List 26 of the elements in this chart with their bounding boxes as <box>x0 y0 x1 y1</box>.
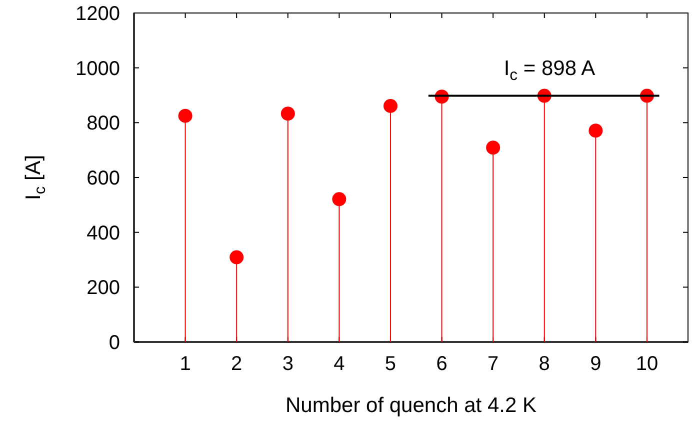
point <box>383 98 398 113</box>
x-tick-label: 6 <box>436 353 448 375</box>
x-tick-label: 2 <box>231 353 242 375</box>
point <box>178 108 192 123</box>
x-tick-label: 7 <box>488 353 499 375</box>
point <box>486 140 500 155</box>
y-tick-label: 600 <box>86 168 120 190</box>
point <box>332 192 346 206</box>
x-tick-label: 1 <box>180 353 191 375</box>
point <box>230 250 244 264</box>
point <box>588 124 603 138</box>
annotation: I$_{c}$ = 898 A <box>504 56 596 84</box>
y-tick-label: 1000 <box>76 58 120 80</box>
x-tick-label: 3 <box>282 353 294 375</box>
y-tick-label: 0 <box>108 332 120 354</box>
y-tick-label: 200 <box>86 277 120 300</box>
y-tick-label: 1200 <box>76 3 120 25</box>
x-tick-label: 4 <box>334 353 345 375</box>
x-tick-label: 5 <box>384 353 396 375</box>
y-tick-label: 400 <box>86 222 120 244</box>
x-tick-label: 9 <box>590 353 602 375</box>
point <box>280 106 295 121</box>
x-tick-label: 8 <box>538 353 550 375</box>
x-tick-label: 10 <box>636 353 658 375</box>
y-tick-label: 800 <box>86 112 120 135</box>
x-axis-title: Number of quench at 4.2 K <box>286 394 536 417</box>
